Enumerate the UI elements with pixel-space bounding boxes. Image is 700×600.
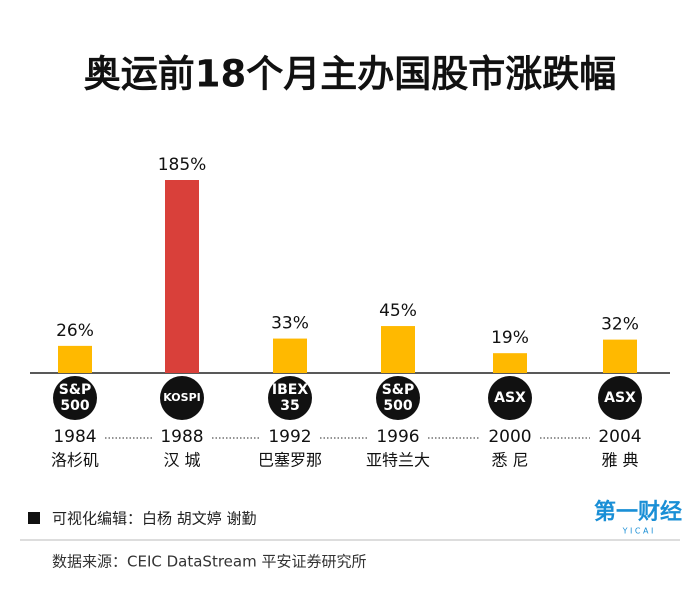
x-tick-label: 2000	[488, 427, 531, 447]
value-label: 19%	[491, 328, 529, 348]
city-label: 亚特兰大	[366, 451, 430, 470]
city-label: 悉 尼	[491, 451, 528, 470]
value-label: 45%	[379, 301, 417, 321]
index-label: ASX	[604, 390, 636, 406]
chart-title: 奥运前18个月主办国股市涨跌幅	[84, 53, 617, 96]
value-label: 32%	[601, 315, 639, 335]
city-label: 雅 典	[601, 451, 638, 470]
x-tick-label: 1984	[53, 427, 96, 447]
value-label: 33%	[271, 314, 309, 334]
index-label: IBEX	[272, 382, 308, 398]
x-tick-label: 1996	[376, 427, 419, 447]
logo: 第一财经	[594, 499, 682, 525]
index-badge	[268, 376, 312, 420]
bar	[381, 326, 415, 373]
value-label: 26%	[56, 321, 94, 341]
index-badge	[376, 376, 420, 420]
index-label: 500	[383, 398, 412, 414]
x-tick-label: 1988	[160, 427, 203, 447]
logo-sub: Y I C A I	[622, 527, 654, 536]
city-label: 洛杉矶	[51, 451, 99, 470]
x-tick-label: 2004	[598, 427, 641, 447]
bar	[273, 338, 307, 373]
city-label: 汉 城	[163, 451, 200, 470]
bar	[493, 353, 527, 373]
bar	[603, 339, 637, 373]
index-badge	[160, 376, 204, 420]
source: 数据来源：CEIC DataStream 平安证券研究所	[52, 553, 366, 571]
index-label: 35	[280, 398, 299, 414]
x-tick-label: 1992	[268, 427, 311, 447]
city-label: 巴塞罗那	[258, 451, 322, 470]
index-label: 500	[60, 398, 89, 414]
value-label: 185%	[158, 155, 207, 175]
bar	[165, 180, 199, 373]
bar	[58, 345, 92, 373]
index-label: KOSPI	[163, 391, 200, 404]
index-badge	[598, 376, 642, 420]
index-label: S&P	[59, 382, 92, 398]
index-label: S&P	[382, 382, 415, 398]
editors: 可视化编辑：白杨 胡文婷 谢勤	[52, 510, 257, 528]
index-badge	[488, 376, 532, 420]
index-label: ASX	[494, 390, 526, 406]
index-badge	[53, 376, 97, 420]
bullet	[28, 512, 40, 524]
